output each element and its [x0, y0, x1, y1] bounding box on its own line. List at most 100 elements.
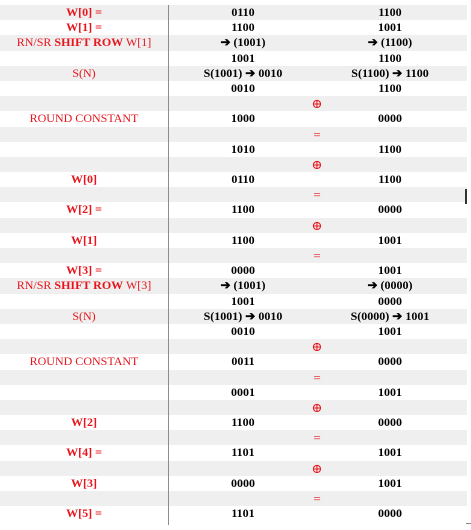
row-label: W[2] =: [66, 202, 102, 217]
table-row: S(N) S(1001) ➔ 0010 S(0000) ➔ 1001: [0, 308, 467, 324]
row-label: W[3]: [71, 475, 97, 490]
equals-operator: =: [313, 187, 321, 203]
table-row: 1001 1100: [0, 51, 467, 66]
right-nibble-value: 1001: [378, 475, 402, 490]
left-nibble-value: 0110: [231, 5, 255, 19]
xor-operator-icon: ⊕: [311, 339, 323, 355]
left-nibble-value: 1100: [231, 20, 255, 35]
left-nibble-value: 1100: [231, 232, 255, 247]
right-nibble-value: 0000: [378, 506, 402, 521]
row-label: W[0]: [71, 172, 97, 187]
table-row: RN/SR SHIFT ROW W[3] ➔ (1001) ➔ (0000): [0, 278, 467, 294]
left-nibble-value: 1100: [231, 202, 255, 217]
table-row: =: [0, 369, 467, 385]
table-row: ROUND CONSTANT 0011 0000: [0, 354, 467, 369]
table-row: W[2] = 1100 0000: [0, 202, 467, 217]
table-row: 0010 1100: [0, 81, 467, 96]
right-nibble-value: 1100: [378, 50, 402, 65]
right-nibble-value: ➔ (1100): [367, 35, 413, 50]
table-row: ⊕: [0, 156, 467, 173]
equals-operator: =: [313, 126, 321, 142]
shift-row-emphasis: SHIFT ROW: [54, 278, 124, 293]
right-nibble-value: S(1100) ➔ 1100: [351, 65, 429, 80]
left-nibble-value: S(1001) ➔ 0010: [203, 308, 283, 323]
table-row: W[2] 1100 0000: [0, 415, 467, 430]
xor-operator-icon: ⊕: [311, 96, 323, 112]
right-nibble-value: 0000: [378, 111, 402, 126]
right-nibble-value: 1100: [378, 141, 402, 156]
table-row: =: [0, 430, 467, 446]
equals-operator: =: [313, 248, 321, 263]
row-label: W[3] =: [66, 263, 102, 278]
right-nibble-value: 1100: [378, 80, 402, 95]
right-nibble-value: 1001: [378, 384, 402, 399]
right-nibble-value: 1100: [378, 172, 402, 187]
table-row: =: [0, 187, 467, 203]
table-row: W[4] = 1101 1001: [0, 445, 467, 460]
left-nibble-value: 1101: [231, 506, 255, 521]
row-label: W[0] =: [66, 5, 102, 19]
right-nibble-value: 1001: [378, 445, 402, 460]
table-row: W[1] 1100 1001: [0, 233, 467, 248]
left-nibble-value: 0110: [231, 172, 255, 187]
xor-operator-icon: ⊕: [311, 460, 323, 476]
equals-operator: =: [313, 430, 321, 446]
row-label: RN/SR SHIFT ROW W[3]: [16, 278, 152, 293]
right-nibble-value: 1001: [378, 323, 402, 338]
left-nibble-value: 0010: [231, 80, 255, 95]
row-label: W[1] =: [66, 20, 102, 35]
table-row: W[5] = 1101 0000: [0, 506, 467, 521]
xor-operator-icon: ⊕: [311, 156, 323, 172]
left-nibble-value: 0000: [231, 263, 255, 278]
right-nibble-value: ➔ (0000): [367, 278, 413, 293]
table-row: ⊕: [0, 460, 467, 476]
table-row: W[1] = 1100 1001: [0, 20, 467, 35]
right-nibble-value: 0000: [378, 202, 402, 217]
table-row: ⊕: [0, 96, 467, 112]
table-row: 1001 0000: [0, 294, 467, 309]
table-row: ⊕: [0, 399, 467, 416]
left-nibble-value: 1100: [231, 415, 255, 430]
right-nibble-value: 0000: [378, 293, 402, 308]
left-nibble-value: 0001: [231, 384, 255, 399]
table-row: 1010 1100: [0, 142, 467, 157]
row-label: RN/SR SHIFT ROW W[1]: [16, 35, 152, 50]
table-row: S(N) S(1001) ➔ 0010 S(1100) ➔ 1100: [0, 65, 467, 81]
right-nibble-value: 1001: [378, 20, 402, 35]
row-label: W[4] =: [66, 445, 102, 460]
right-nibble-value: 1001: [378, 232, 402, 247]
table-row: =: [0, 248, 467, 264]
right-nibble-value: 0000: [378, 354, 402, 369]
row-label: W[2]: [71, 415, 97, 430]
left-nibble-value: 0000: [231, 475, 255, 490]
table-row: W[3] 0000 1001: [0, 476, 467, 491]
xor-operator-icon: ⊕: [311, 217, 323, 233]
page-corner-marker: [466, 518, 471, 524]
left-nibble-value: 1101: [231, 445, 255, 460]
left-nibble-value: 1001: [231, 50, 255, 65]
left-nibble-value: 1001: [231, 293, 255, 308]
xor-operator-icon: ⊕: [311, 399, 323, 415]
equals-operator: =: [313, 491, 321, 506]
equals-operator: =: [313, 369, 321, 385]
table-row: 0001 1001: [0, 385, 467, 400]
shift-row-emphasis: SHIFT ROW: [54, 35, 124, 50]
row-label: ROUND CONSTANT: [29, 354, 139, 369]
table-row: W[0] = 0110 1100: [0, 5, 467, 21]
table-row: ⊕: [0, 339, 467, 355]
table-row: ⊕: [0, 217, 467, 233]
left-nibble-value: 0010: [231, 323, 255, 338]
key-expansion-table: W[0] = 0110 1100 W[1] = 1100 1001 RN/SR SHIFT …: [0, 5, 467, 521]
row-label: S(N): [72, 308, 96, 323]
table-row: =: [0, 126, 467, 142]
row-label: W[5] =: [66, 506, 102, 521]
row-label: W[1]: [71, 232, 97, 247]
right-nibble-value: 1100: [378, 5, 402, 19]
right-nibble-value: 0000: [378, 415, 402, 430]
column-divider: [168, 5, 169, 525]
right-nibble-value: S(0000) ➔ 1001: [350, 308, 430, 323]
row-label: ROUND CONSTANT: [29, 111, 139, 126]
text-cursor-marker: [465, 189, 467, 204]
left-nibble-value: 1000: [231, 111, 255, 126]
table-row: W[3] = 0000 1001: [0, 263, 467, 278]
